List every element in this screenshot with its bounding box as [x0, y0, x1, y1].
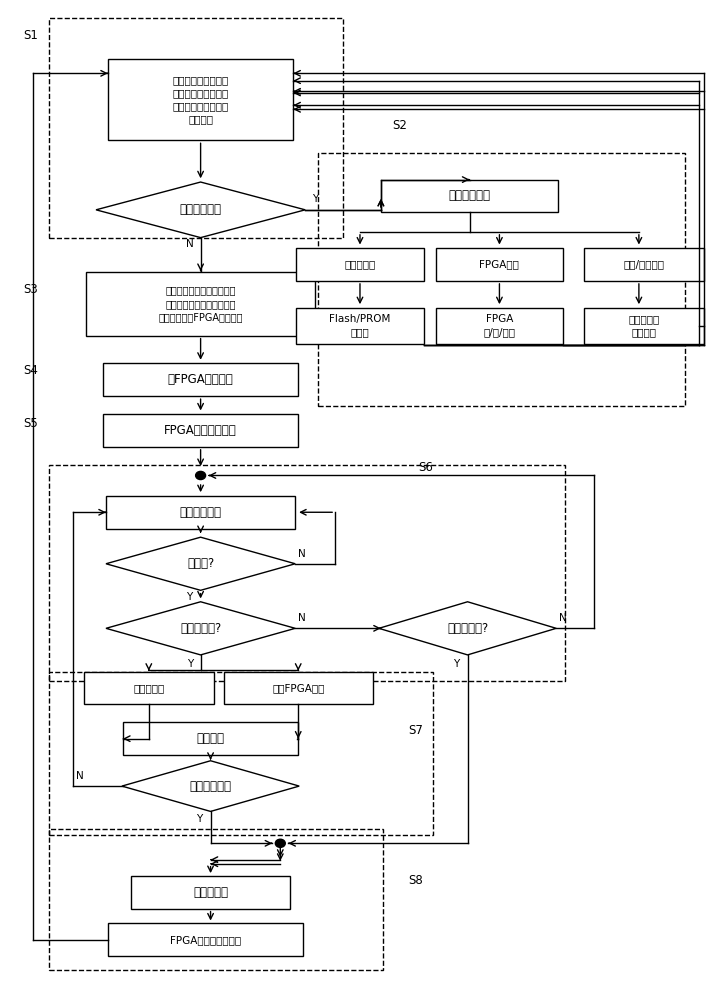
Text: Y: Y [454, 659, 459, 669]
Text: 设置电路的
工作参数: 设置电路的 工作参数 [628, 314, 660, 337]
Text: 是否做刷新?: 是否做刷新? [447, 622, 488, 635]
Circle shape [275, 839, 285, 847]
FancyBboxPatch shape [584, 308, 704, 344]
Text: 读取存储器: 读取存储器 [193, 886, 228, 899]
Text: 上电后，状态机对电
路进行复位，状态机
等待串口模块发送的
指令信息: 上电后，状态机对电 路进行复位，状态机 等待串口模块发送的 指令信息 [173, 75, 229, 124]
Text: N: N [186, 239, 194, 249]
Circle shape [196, 471, 206, 480]
FancyBboxPatch shape [109, 923, 302, 956]
Text: 读取存储器: 读取存储器 [133, 683, 165, 693]
Text: N: N [298, 613, 306, 623]
Text: S5: S5 [23, 417, 38, 430]
FancyBboxPatch shape [381, 180, 558, 212]
Text: 收到指令信息: 收到指令信息 [180, 203, 222, 216]
Text: S2: S2 [392, 119, 407, 132]
FancyBboxPatch shape [436, 248, 563, 281]
Text: 状态机根据访问优先级，控
制存储控制器读取存储器中
的数据，发给FPGA接口模块: 状态机根据访问优先级，控 制存储控制器读取存储器中 的数据，发给FPGA接口模块 [158, 286, 243, 322]
Text: FPGA
配/读/刷新: FPGA 配/读/刷新 [484, 314, 515, 337]
FancyBboxPatch shape [124, 722, 297, 755]
Text: Y: Y [187, 592, 192, 602]
FancyBboxPatch shape [436, 308, 563, 344]
Polygon shape [106, 602, 295, 655]
Polygon shape [96, 182, 305, 238]
Text: 时间到?: 时间到? [187, 557, 214, 570]
Text: S8: S8 [408, 874, 422, 887]
Text: 串口命令解析: 串口命令解析 [449, 189, 491, 202]
Text: FPGA访问: FPGA访问 [479, 260, 520, 270]
Text: Y: Y [312, 194, 318, 204]
FancyBboxPatch shape [106, 496, 295, 529]
FancyBboxPatch shape [584, 248, 704, 281]
Text: 是否做回读?: 是否做回读? [180, 622, 222, 635]
Text: 等待固定时长: 等待固定时长 [180, 506, 222, 519]
Text: N: N [298, 549, 306, 559]
Text: 存储器访问: 存储器访问 [344, 260, 376, 270]
Text: FPGA的配置数据刷新: FPGA的配置数据刷新 [170, 935, 241, 945]
FancyBboxPatch shape [131, 876, 290, 909]
Text: Flash/PROM
读写擦: Flash/PROM 读写擦 [329, 314, 390, 337]
Text: Y: Y [187, 659, 194, 669]
Text: S1: S1 [23, 29, 38, 42]
Polygon shape [106, 537, 295, 590]
Text: 状态/参数设置: 状态/参数设置 [623, 260, 665, 270]
Text: S4: S4 [23, 364, 38, 377]
Text: S7: S7 [408, 724, 422, 737]
Text: N: N [76, 771, 84, 781]
FancyBboxPatch shape [224, 672, 373, 704]
Text: FPGA进入用户模式: FPGA进入用户模式 [164, 424, 237, 437]
Polygon shape [122, 761, 299, 811]
Text: N: N [559, 613, 567, 623]
Polygon shape [379, 602, 556, 655]
FancyBboxPatch shape [86, 272, 315, 336]
FancyBboxPatch shape [104, 363, 297, 396]
FancyBboxPatch shape [84, 672, 214, 704]
FancyBboxPatch shape [104, 414, 297, 447]
Text: S6: S6 [417, 461, 432, 474]
Text: 对FPGA配置加载: 对FPGA配置加载 [168, 373, 234, 386]
FancyBboxPatch shape [109, 59, 293, 140]
Text: Y: Y [197, 814, 202, 824]
Text: 配置数据错误: 配置数据错误 [190, 780, 231, 793]
Text: S3: S3 [23, 283, 38, 296]
Text: 数据比较: 数据比较 [197, 732, 224, 745]
FancyBboxPatch shape [296, 308, 424, 344]
Text: 回读FPGA配码: 回读FPGA配码 [272, 683, 324, 693]
FancyBboxPatch shape [296, 248, 424, 281]
